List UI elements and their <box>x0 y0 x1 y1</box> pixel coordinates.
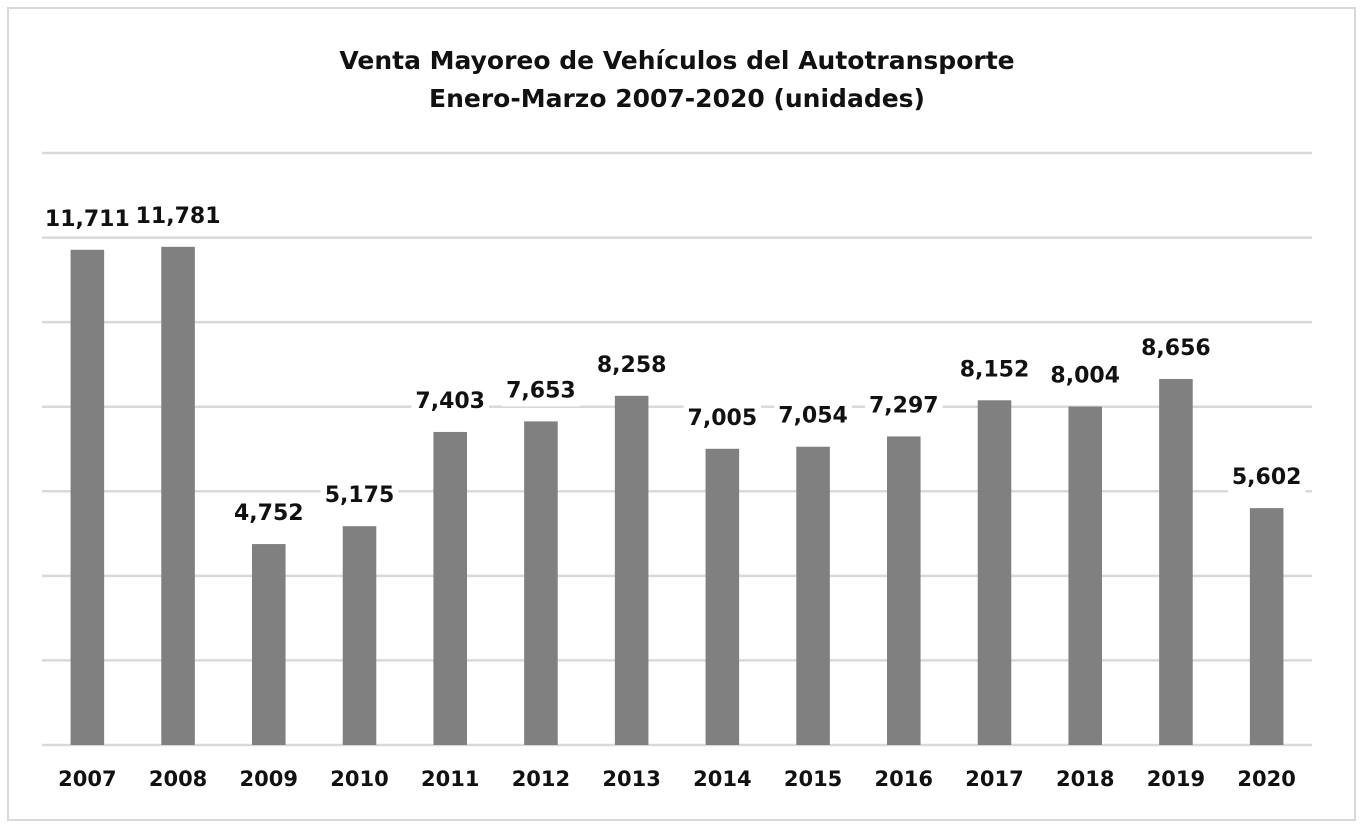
value-label-background <box>229 498 308 530</box>
x-tick-label: 2013 <box>602 767 660 791</box>
x-tick-label: 2008 <box>149 767 207 791</box>
value-label: 11,781 <box>136 204 221 229</box>
value-label: 8,152 <box>960 357 1030 382</box>
value-label-background <box>1046 360 1125 392</box>
value-label-background <box>592 349 671 381</box>
value-label-background <box>320 480 399 512</box>
value-label-background <box>131 200 225 232</box>
x-tick-label: 2015 <box>784 767 842 791</box>
x-tick-label: 2018 <box>1056 767 1114 791</box>
value-label: 7,005 <box>688 406 758 431</box>
bar <box>524 421 558 745</box>
bar <box>705 448 740 745</box>
bar <box>342 526 377 745</box>
value-label: 7,297 <box>869 393 939 418</box>
bar <box>977 400 1012 745</box>
x-tick-label: 2017 <box>965 767 1023 791</box>
value-label: 8,004 <box>1050 364 1120 389</box>
x-tick-label: 2014 <box>693 767 751 791</box>
value-labels: 11,711 11,781 4,752 5,175 7,403 7,653 8,258 7,0… <box>40 200 1306 530</box>
bar <box>1249 508 1284 745</box>
bar <box>70 249 105 746</box>
value-label-background <box>955 354 1034 386</box>
chart-subtitle: Enero-Marzo 2007-2020 (unidades) <box>429 84 925 113</box>
value-label: 8,656 <box>1141 336 1211 361</box>
bar <box>252 544 286 745</box>
value-label-background <box>40 203 134 235</box>
x-tick-label: 2020 <box>1237 767 1295 791</box>
value-label-background <box>1227 462 1306 494</box>
x-tick-label: 2007 <box>58 767 116 791</box>
value-label: 5,175 <box>325 483 395 508</box>
x-tick-label: 2016 <box>875 767 933 791</box>
bar <box>796 446 830 745</box>
value-label-background <box>864 390 943 422</box>
bar <box>887 436 921 745</box>
bar <box>161 246 195 745</box>
bar <box>1068 406 1102 745</box>
bar <box>1159 378 1193 745</box>
bar <box>433 431 467 745</box>
value-label: 5,602 <box>1232 465 1302 490</box>
x-tick-label: 2011 <box>421 767 479 791</box>
x-tick-label: 2012 <box>512 767 570 791</box>
x-tick-label: 2010 <box>330 767 388 791</box>
value-label: 11,711 <box>45 207 130 232</box>
value-label: 7,403 <box>415 389 485 414</box>
value-label: 8,258 <box>597 353 667 378</box>
value-label-background <box>683 402 762 434</box>
value-label-background <box>1137 332 1215 364</box>
value-label: 7,653 <box>506 378 576 403</box>
value-label: 7,054 <box>778 404 848 429</box>
x-tick-label: 2009 <box>240 767 298 791</box>
chart-title: Venta Mayoreo de Vehículos del Autotrans… <box>339 46 1014 75</box>
value-label-background <box>411 385 490 417</box>
value-label: 4,752 <box>234 501 304 526</box>
x-tick-label: 2019 <box>1147 767 1205 791</box>
value-label-background <box>502 375 580 407</box>
bar <box>614 395 649 745</box>
chart-border <box>7 7 1356 821</box>
value-label-background <box>774 400 852 432</box>
